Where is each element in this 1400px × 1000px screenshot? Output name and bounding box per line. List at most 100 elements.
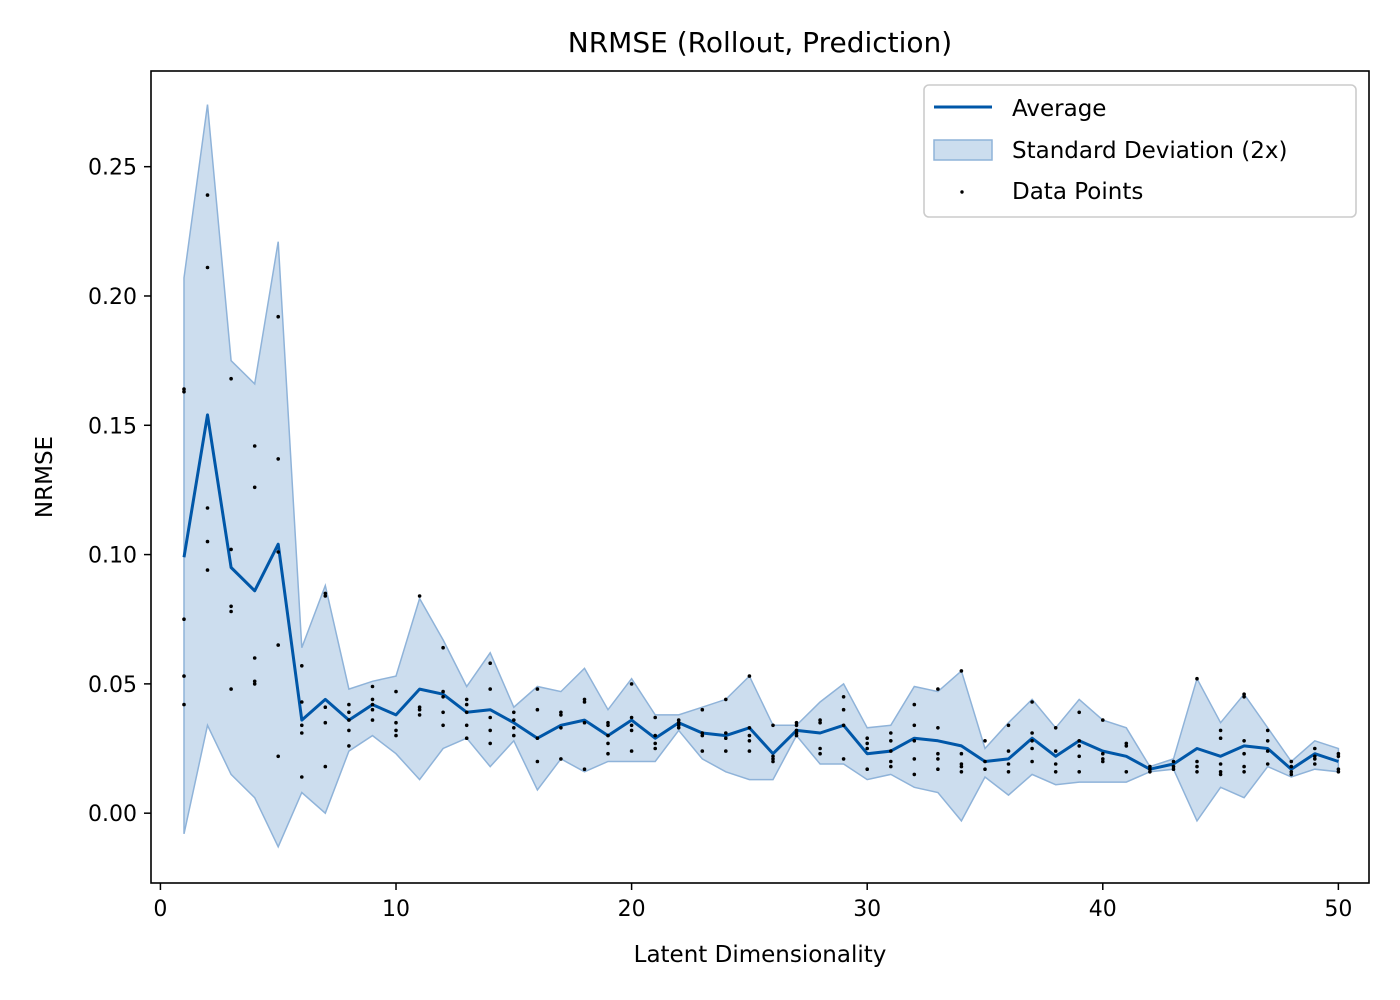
- data-point: [1101, 759, 1105, 764]
- data-point: [229, 547, 233, 552]
- data-point: [629, 749, 634, 753]
- data-point: [959, 669, 964, 673]
- data-point: [205, 265, 210, 270]
- data-point: [252, 444, 257, 448]
- data-point: [535, 707, 540, 712]
- data-point: [582, 697, 587, 702]
- data-point: [370, 697, 375, 702]
- data-point: [205, 506, 210, 510]
- data-point: [1265, 728, 1270, 733]
- data-point: [182, 674, 186, 678]
- data-point: [582, 767, 587, 771]
- data-point: [1242, 739, 1246, 743]
- data-point: [182, 387, 186, 391]
- data-point: [488, 661, 493, 665]
- data-point: [889, 749, 893, 753]
- data-point: [724, 749, 728, 753]
- y-tick-label: 0.05: [88, 673, 137, 698]
- data-point: [252, 682, 257, 686]
- data-point: [889, 764, 893, 769]
- data-point: [889, 759, 893, 764]
- data-point: [276, 754, 281, 759]
- data-point: [370, 702, 375, 707]
- data-point: [370, 684, 375, 689]
- data-point: [747, 749, 752, 753]
- data-point: [1218, 772, 1223, 777]
- y-axis: 0.00 0.05 0.10 0.15 0.20 0.25: [88, 156, 151, 827]
- data-point: [276, 550, 281, 554]
- data-point: [1218, 728, 1223, 733]
- data-point: [653, 746, 657, 751]
- data-point: [347, 710, 351, 715]
- data-point: [889, 739, 893, 743]
- data-point: [629, 723, 634, 728]
- data-point: [347, 744, 351, 748]
- data-point: [606, 751, 610, 756]
- legend-std-label: Standard Deviation (2x): [1012, 138, 1287, 164]
- data-point: [606, 741, 610, 746]
- data-point: [323, 591, 328, 596]
- data-point: [1101, 757, 1105, 761]
- data-point: [794, 728, 799, 733]
- data-point: [464, 702, 469, 707]
- data-point: [1242, 692, 1246, 696]
- data-point: [1218, 762, 1223, 766]
- data-point: [606, 720, 610, 725]
- data-point: [1265, 762, 1270, 766]
- data-point: [629, 682, 634, 686]
- data-point: [300, 700, 304, 704]
- data-point: [182, 617, 186, 621]
- x-tick-label: 50: [1324, 897, 1352, 922]
- data-point: [676, 718, 681, 722]
- data-point: [535, 759, 540, 764]
- data-point: [1053, 770, 1058, 774]
- data-point: [370, 707, 375, 712]
- data-point: [1265, 739, 1270, 743]
- data-point: [818, 718, 822, 722]
- data-point: [559, 713, 563, 717]
- data-point: [300, 775, 304, 779]
- data-point: [1148, 764, 1152, 769]
- data-point: [771, 759, 775, 764]
- data-point: [841, 723, 846, 728]
- data-point: [818, 746, 822, 751]
- data-point: [1077, 710, 1081, 715]
- data-point: [559, 726, 563, 730]
- data-point: [724, 731, 728, 735]
- y-tick-label: 0.25: [88, 156, 137, 181]
- data-point: [1124, 744, 1129, 748]
- data-point: [912, 739, 917, 743]
- data-point: [252, 679, 257, 684]
- data-point: [1313, 762, 1317, 766]
- data-point: [512, 726, 516, 730]
- data-point: [676, 726, 681, 730]
- data-point: [229, 687, 233, 691]
- data-point: [1195, 770, 1199, 774]
- legend-box: [923, 84, 1357, 218]
- data-point: [1006, 723, 1011, 728]
- data-point: [606, 723, 610, 728]
- data-point: [724, 736, 728, 740]
- data-point: [1124, 741, 1129, 746]
- x-tick-label: 10: [382, 897, 410, 922]
- data-point: [441, 710, 445, 715]
- data-point: [1289, 772, 1294, 777]
- data-point: [1171, 759, 1176, 764]
- data-point: [1030, 746, 1034, 751]
- data-point: [724, 697, 728, 702]
- data-point: [488, 687, 493, 691]
- data-point: [205, 568, 210, 572]
- data-point: [912, 757, 917, 761]
- data-point: [441, 689, 445, 694]
- data-point: [347, 728, 351, 733]
- data-point: [582, 700, 587, 704]
- legend-points-swatch: [960, 190, 964, 194]
- data-point: [983, 759, 987, 764]
- data-point: [912, 772, 917, 777]
- x-axis: 0 10 20 30 40 50: [153, 883, 1352, 922]
- data-point: [983, 767, 987, 771]
- data-point: [1218, 736, 1223, 740]
- data-point: [512, 710, 516, 715]
- x-tick-label: 0: [153, 897, 167, 922]
- data-point: [865, 741, 869, 746]
